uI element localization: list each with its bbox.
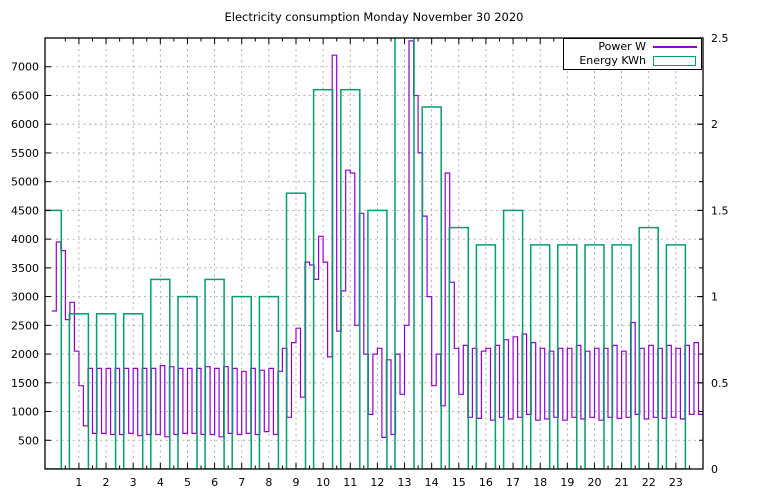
y-left-tick-label: 4500 (11, 204, 39, 217)
legend-label-power: Power W (598, 40, 646, 53)
energy-box (177, 295, 198, 469)
y-left-tick-label: 5000 (11, 176, 39, 189)
energy-box-swatch-icon (653, 56, 697, 66)
y-left-tick-label: 3000 (11, 291, 39, 304)
energy-box (231, 295, 252, 469)
power-line-swatch-icon (653, 46, 697, 48)
y-right-tick-label: 1 (711, 291, 718, 304)
energy-box (45, 209, 63, 469)
energy-box (665, 244, 687, 469)
x-tick-label: 10 (316, 476, 330, 489)
y-left-tick-label: 2000 (11, 348, 39, 361)
energy-box (367, 209, 388, 469)
y-right-tick-label: 2 (711, 118, 718, 131)
x-tick-label: 12 (370, 476, 384, 489)
x-tick-label: 15 (452, 476, 466, 489)
y-left-tick-label: 4000 (11, 233, 39, 246)
x-tick-label: 18 (533, 476, 547, 489)
y-left-tick-label: 6500 (11, 89, 39, 102)
x-tick-label: 9 (292, 476, 299, 489)
legend-label-energy: Energy KWh (579, 54, 646, 67)
x-tick-label: 8 (265, 476, 272, 489)
y-left-tick-label: 6000 (11, 118, 39, 131)
x-tick-label: 6 (211, 476, 218, 489)
plot-border (44, 37, 704, 470)
energy-box (204, 278, 225, 469)
y-right-tick-label: 1.5 (711, 204, 729, 217)
legend-item-power: Power W (566, 40, 697, 54)
y-right-tick-label: 0 (711, 463, 718, 476)
x-tick-label: 4 (157, 476, 164, 489)
x-tick-label: 2 (103, 476, 110, 489)
energy-box (150, 278, 171, 469)
x-tick-label: 3 (130, 476, 137, 489)
x-tick-label: 22 (642, 476, 656, 489)
power-line (51, 40, 703, 438)
x-tick-label: 23 (669, 476, 683, 489)
x-tick-label: 11 (343, 476, 357, 489)
y-left-tick-label: 2500 (11, 319, 39, 332)
x-tick-label: 13 (398, 476, 412, 489)
x-tick-label: 21 (615, 476, 629, 489)
energy-box (584, 244, 605, 469)
y-left-tick-label: 7000 (11, 61, 39, 74)
energy-box (502, 209, 524, 469)
y-left-tick-label: 1000 (11, 406, 39, 419)
x-tick-label: 14 (425, 476, 439, 489)
x-tick-label: 19 (560, 476, 574, 489)
y-left-tick-label: 500 (18, 434, 39, 447)
y-left-tick-label: 5500 (11, 147, 39, 160)
y-left-tick-label: 3500 (11, 262, 39, 275)
x-tick-label: 7 (238, 476, 245, 489)
x-tick-label: 20 (587, 476, 601, 489)
x-tick-label: 17 (506, 476, 520, 489)
energy-box (258, 295, 280, 469)
energy-box (529, 244, 551, 469)
legend: Power W Energy KWh (563, 38, 702, 70)
energy-box (557, 244, 578, 469)
energy-box (394, 38, 415, 469)
x-tick-label: 5 (184, 476, 191, 489)
energy-box (611, 244, 632, 469)
energy-box (448, 226, 470, 469)
energy-boxes (45, 38, 687, 469)
x-tick-label: 1 (75, 476, 82, 489)
energy-box (475, 244, 497, 469)
chart-title: Electricity consumption Monday November … (224, 10, 524, 24)
y-right-tick-label: 2.5 (711, 32, 729, 45)
axis-labels: 500 1000 1500 2000 2500 3000 3500 4000 4500 5000 5… (11, 32, 729, 489)
y-right-tick-label: 0.5 (711, 377, 729, 390)
energy-box (421, 106, 442, 469)
legend-item-energy: Energy KWh (566, 54, 697, 68)
energy-box (638, 226, 659, 469)
y-left-tick-label: 1500 (11, 377, 39, 390)
x-tick-label: 16 (479, 476, 493, 489)
